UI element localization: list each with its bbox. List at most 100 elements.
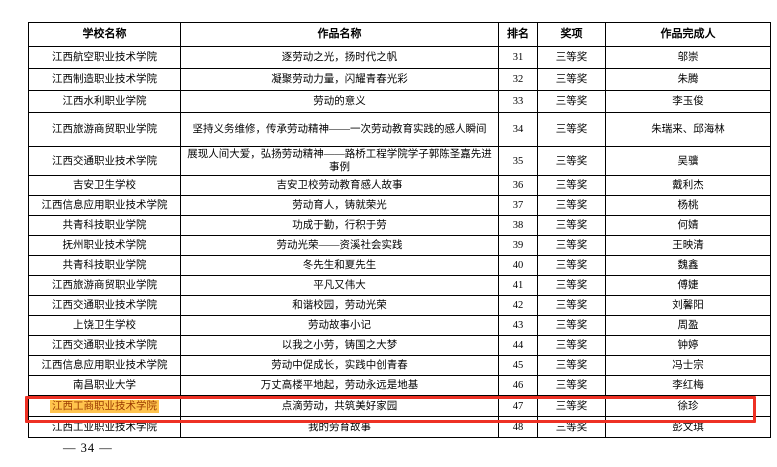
cell-award: 三等奖 bbox=[537, 90, 606, 113]
cell-rank: 34 bbox=[498, 112, 538, 147]
cell-award: 三等奖 bbox=[537, 275, 606, 296]
column-header-rank: 排名 bbox=[498, 22, 538, 47]
school-name: 江西信息应用职业技术学院 bbox=[41, 200, 168, 211]
cell-rank: 38 bbox=[498, 215, 538, 236]
school-name: 江西信息应用职业技术学院 bbox=[41, 360, 168, 371]
cell-school: 江西交通职业技术学院 bbox=[28, 146, 181, 176]
table-row: 江西旅游商贸职业学院 坚持义务维修，传承劳动精神——一次劳动教育实践的感人瞬间 … bbox=[28, 112, 771, 147]
cell-rank: 33 bbox=[498, 90, 538, 113]
cell-school: 江西旅游商贸职业学院 bbox=[28, 275, 181, 296]
cell-rank: 47 bbox=[498, 395, 538, 417]
column-header-work: 作品名称 bbox=[180, 22, 499, 47]
cell-rank: 40 bbox=[498, 255, 538, 276]
page-number: — 34 — bbox=[63, 441, 113, 455]
cell-rank: 41 bbox=[498, 275, 538, 296]
cell-school: 江西航空职业技术学院 bbox=[28, 46, 181, 69]
table-row: 江西信息应用职业技术学院 劳动育人，铸就荣光 37 三等奖 杨桃 bbox=[28, 195, 771, 216]
cell-award: 三等奖 bbox=[537, 146, 606, 176]
cell-school: 南昌职业大学 bbox=[28, 375, 181, 396]
cell-award: 三等奖 bbox=[537, 395, 606, 417]
school-name: 江西工业职业技术学院 bbox=[52, 421, 157, 433]
cell-school: 江西信息应用职业技术学院 bbox=[28, 355, 181, 376]
cell-rank: 32 bbox=[498, 68, 538, 91]
cell-completers: 何婧 bbox=[605, 215, 771, 236]
cell-award: 三等奖 bbox=[537, 175, 606, 196]
cell-rank: 36 bbox=[498, 175, 538, 196]
table-row: 共青科技职业学院 功成于勤，行积于劳 38 三等奖 何婧 bbox=[28, 215, 771, 236]
awards-table: 学校名称 作品名称 排名 奖项 作品完成人 江西航空职业技术学院 逐劳动之光，扬… bbox=[28, 22, 771, 438]
cell-school: 江西水利职业学院 bbox=[28, 90, 181, 113]
cell-rank: 48 bbox=[498, 416, 538, 438]
cell-award: 三等奖 bbox=[537, 195, 606, 216]
table-body: 江西航空职业技术学院 逐劳动之光，扬时代之帆 31 三等奖 邬崇 江西制造职业技… bbox=[28, 46, 771, 438]
cell-work: 万丈高楼平地起，劳动永远是地基 bbox=[180, 375, 499, 396]
cell-award: 三等奖 bbox=[537, 416, 606, 438]
table-row: 共青科技职业学院 冬先生和夏先生 40 三等奖 魏鑫 bbox=[28, 255, 771, 276]
cell-completers: 魏鑫 bbox=[605, 255, 771, 276]
cell-award: 三等奖 bbox=[537, 46, 606, 69]
cell-award: 三等奖 bbox=[537, 355, 606, 376]
school-name: 共青科技职业学院 bbox=[62, 260, 147, 271]
cell-school: 江西制造职业技术学院 bbox=[28, 68, 181, 91]
school-name: 江西交通职业技术学院 bbox=[52, 340, 157, 351]
table-row: 江西交通职业技术学院 和谐校园，劳动光荣 42 三等奖 刘馨阳 bbox=[28, 295, 771, 316]
cell-work: 冬先生和夏先生 bbox=[180, 255, 499, 276]
cell-work: 劳动故事小记 bbox=[180, 315, 499, 336]
cell-work: 功成于勤，行积于劳 bbox=[180, 215, 499, 236]
cell-completers: 钟婷 bbox=[605, 335, 771, 356]
school-name: 江西旅游商贸职业学院 bbox=[52, 124, 157, 135]
cell-rank: 44 bbox=[498, 335, 538, 356]
cell-work: 和谐校园，劳动光荣 bbox=[180, 295, 499, 316]
cell-completers: 冯士宗 bbox=[605, 355, 771, 376]
cell-completers: 傅婕 bbox=[605, 275, 771, 296]
cell-school: 江西信息应用职业技术学院 bbox=[28, 195, 181, 216]
school-name: 共青科技职业学院 bbox=[62, 220, 147, 231]
cell-school: 江西旅游商贸职业学院 bbox=[28, 112, 181, 147]
cell-work: 劳动的意义 bbox=[180, 90, 499, 113]
cell-work: 以我之小劳，铸国之大梦 bbox=[180, 335, 499, 356]
cell-school: 江西交通职业技术学院 bbox=[28, 335, 181, 356]
cell-school: 江西工业职业技术学院 bbox=[28, 416, 181, 438]
cell-completers: 戴利杰 bbox=[605, 175, 771, 196]
cell-award: 三等奖 bbox=[537, 295, 606, 316]
cell-school: 抚州职业技术学院 bbox=[28, 235, 181, 256]
cell-award: 三等奖 bbox=[537, 335, 606, 356]
cell-rank: 37 bbox=[498, 195, 538, 216]
cell-award: 三等奖 bbox=[537, 215, 606, 236]
school-name: 吉安卫生学校 bbox=[73, 180, 136, 191]
column-header-completers: 作品完成人 bbox=[605, 22, 771, 47]
cell-completers: 彭文琪 bbox=[605, 416, 771, 438]
cell-completers: 李玉俊 bbox=[605, 90, 771, 113]
cell-work: 劳动育人，铸就荣光 bbox=[180, 195, 499, 216]
cell-work: 逐劳动之光，扬时代之帆 bbox=[180, 46, 499, 69]
cell-completers: 吴骥 bbox=[605, 146, 771, 176]
cell-award: 三等奖 bbox=[537, 255, 606, 276]
cell-work: 平凡又伟大 bbox=[180, 275, 499, 296]
table-row: 吉安卫生学校 吉安卫校劳动教育感人故事 36 三等奖 戴利杰 bbox=[28, 175, 771, 196]
table-row: 江西制造职业技术学院 凝聚劳动力量，闪耀青春光彩 32 三等奖 朱腾 bbox=[28, 68, 771, 91]
cell-work: 劳动光荣——资溪社会实践 bbox=[180, 235, 499, 256]
cell-rank: 35 bbox=[498, 146, 538, 176]
table-row-highlighted: 江西工商职业技术学院 点滴劳动，共筑美好家园 47 三等奖 徐珍 bbox=[28, 395, 771, 417]
cell-work: 吉安卫校劳动教育感人故事 bbox=[180, 175, 499, 196]
school-name: 上饶卫生学校 bbox=[73, 320, 136, 331]
cell-rank: 45 bbox=[498, 355, 538, 376]
table-row: 江西交通职业技术学院 展现人间大爱，弘扬劳动精神——路桥工程学院学子郭陈圣嘉先进… bbox=[28, 146, 771, 176]
cell-work: 坚持义务维修，传承劳动精神——一次劳动教育实践的感人瞬间 bbox=[180, 112, 499, 147]
table-row: 江西旅游商贸职业学院 平凡又伟大 41 三等奖 傅婕 bbox=[28, 275, 771, 296]
cell-rank: 43 bbox=[498, 315, 538, 336]
school-name: 南昌职业大学 bbox=[73, 380, 136, 391]
table-row: 江西工业职业技术学院 我的劳育故事 48 三等奖 彭文琪 bbox=[28, 416, 771, 438]
column-header-school: 学校名称 bbox=[28, 22, 181, 47]
cell-completers: 朱腾 bbox=[605, 68, 771, 91]
cell-award: 三等奖 bbox=[537, 235, 606, 256]
table-row: 江西航空职业技术学院 逐劳动之光，扬时代之帆 31 三等奖 邬崇 bbox=[28, 46, 771, 69]
cell-school: 上饶卫生学校 bbox=[28, 315, 181, 336]
cell-rank: 39 bbox=[498, 235, 538, 256]
table-header-row: 学校名称 作品名称 排名 奖项 作品完成人 bbox=[28, 22, 771, 47]
school-name: 江西水利职业学院 bbox=[62, 96, 147, 107]
table-row: 江西信息应用职业技术学院 劳动中促成长，实践中创青春 45 三等奖 冯士宗 bbox=[28, 355, 771, 376]
cell-completers: 周盈 bbox=[605, 315, 771, 336]
cell-award: 三等奖 bbox=[537, 375, 606, 396]
cell-rank: 46 bbox=[498, 375, 538, 396]
